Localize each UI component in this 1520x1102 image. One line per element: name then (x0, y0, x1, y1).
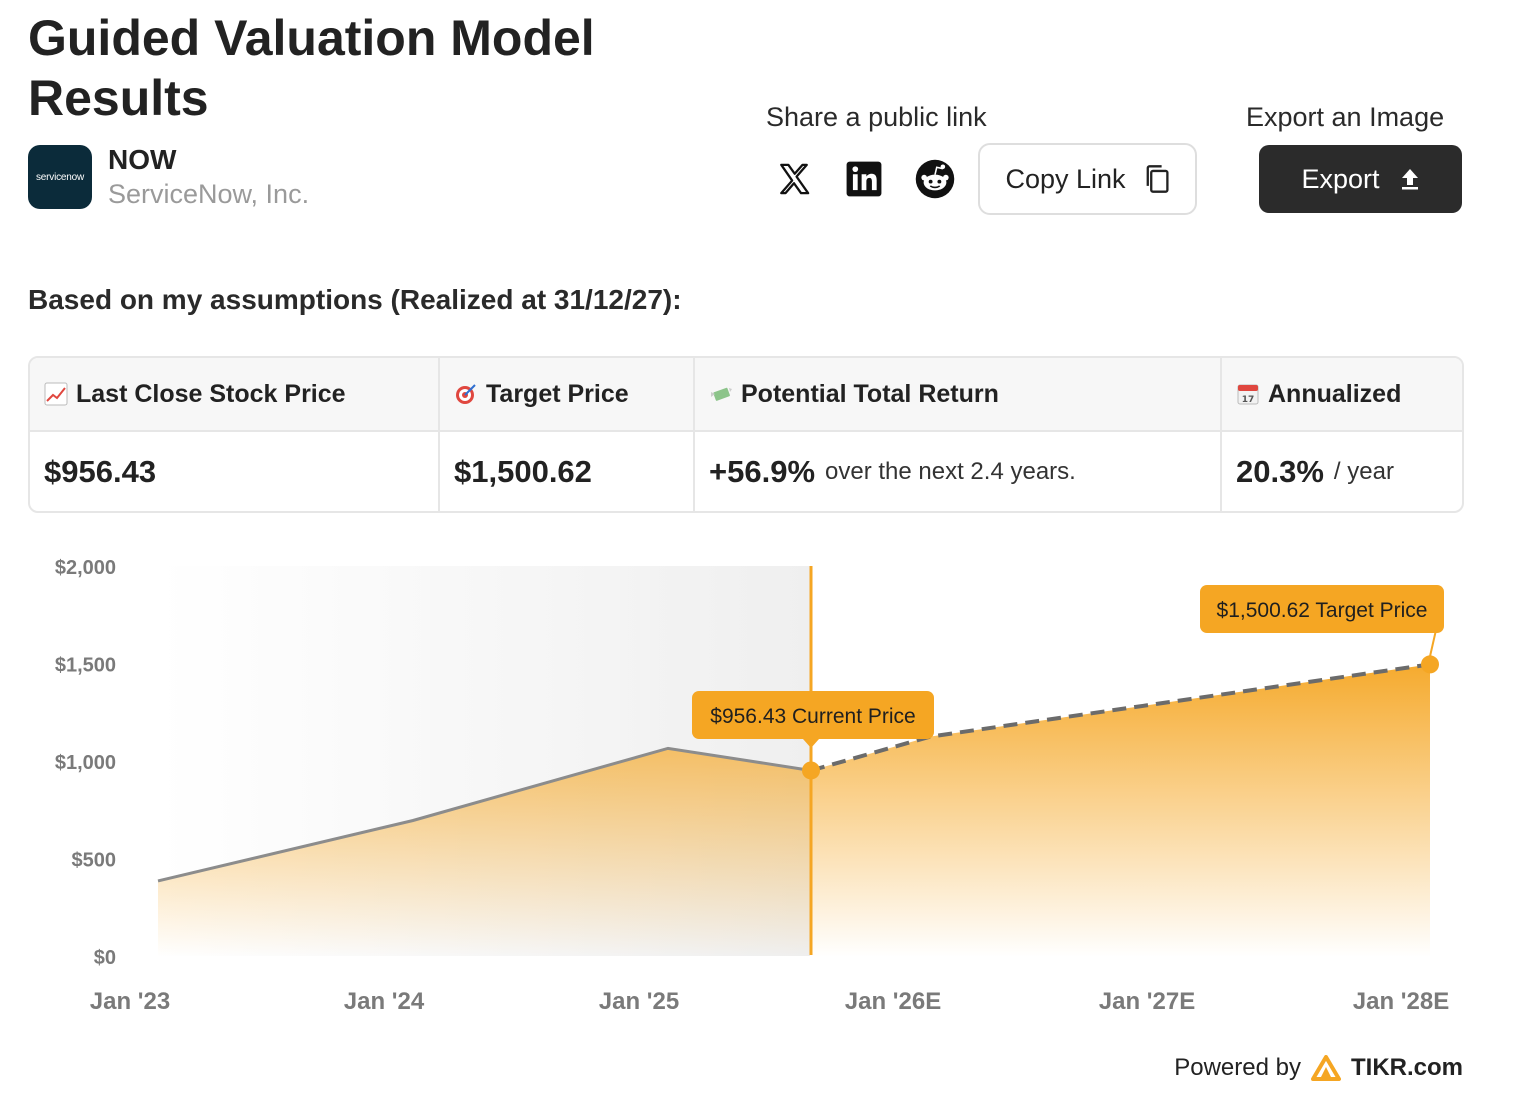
metric-value-last-close: $956.43 (30, 432, 440, 511)
target-price-label: $1,500.62 Target Price (1217, 599, 1428, 622)
x-tick-label: Jan '23 (90, 988, 170, 1015)
price-area (158, 664, 1430, 957)
y-tick-label: $0 (94, 947, 116, 969)
x-icon (780, 163, 810, 195)
current-price-point[interactable] (802, 761, 820, 780)
company-name: ServiceNow, Inc. (108, 179, 310, 209)
y-tick-label: $1,000 (55, 752, 116, 774)
assumptions-heading: Based on my assumptions (Realized at 31/… (28, 284, 682, 315)
powered-by-brand: TIKR.com (1350, 1054, 1463, 1081)
y-tick-label: $1,500 (55, 655, 116, 677)
reddit-share-button[interactable] (914, 158, 956, 200)
metric-header-last-close: Last Close Stock Price (30, 358, 440, 432)
metric-value-return: +56.9% over the next 2.4 years. (695, 432, 1222, 511)
powered-by-label: Powered by (1174, 1054, 1301, 1081)
upload-icon (1401, 169, 1418, 190)
copy-icon (1146, 165, 1169, 193)
company-logo-text: servicenow (35, 171, 85, 183)
x-tick-label: Jan '26E (845, 988, 941, 1015)
target-price-tooltip (1200, 585, 1444, 633)
y-tick-label: $500 (72, 850, 117, 872)
export-button[interactable]: Export (1259, 145, 1462, 213)
metric-header-return: Potential Total Return (695, 358, 1222, 432)
current-price-tooltip (692, 691, 934, 739)
share-label: Share a public link (766, 102, 987, 132)
current-price-label: $956.43 Current Price (710, 705, 915, 728)
page-title: Guided Valuation Model Results (28, 10, 595, 126)
x-tick-label: Jan '25 (599, 988, 679, 1015)
export-button-label: Export (1301, 163, 1380, 194)
metric-value-annualized: 20.3% / year (1236, 453, 1394, 489)
metric-suffix-annualized: / year (1333, 457, 1394, 485)
export-label: Export an Image (1246, 102, 1445, 132)
reddit-icon (915, 159, 955, 199)
linkedin-share-button[interactable] (843, 158, 885, 200)
money-wings-emoji-icon (711, 387, 732, 401)
copy-link-button[interactable]: Copy Link (978, 143, 1197, 215)
target-price-point[interactable] (1421, 655, 1439, 674)
chart-up-emoji-icon (44, 382, 68, 406)
price-chart: $0 $500 $1,000 $1,500 $2,000 Jan '23 Jan '24 Ja… (55, 557, 1449, 1015)
svg-text:17: 17 (1242, 395, 1255, 405)
metric-value-target: $1,500.62 (440, 432, 695, 511)
powered-by: Powered by TIKR.com (1174, 1054, 1463, 1082)
target-emoji-icon (456, 384, 476, 404)
metric-header-target: Target Price (440, 358, 695, 432)
calendar-emoji-icon: 17 (1237, 384, 1259, 405)
historical-line (157, 746, 812, 883)
ticker-symbol: NOW (108, 144, 177, 175)
metrics-table: Last Close Stock Price Target Price Pote… (28, 356, 1464, 513)
y-tick-label: $2,000 (55, 557, 116, 579)
x-tick-label: Jan '24 (344, 988, 425, 1015)
linkedin-icon (846, 161, 882, 197)
company-info: servicenow NOW ServiceNow, Inc. (28, 143, 309, 211)
x-tick-label: Jan '27E (1099, 988, 1195, 1015)
tikr-logo-icon (1310, 1055, 1341, 1081)
metric-header-annualized: 17 Annualized (1222, 358, 1462, 432)
company-logo: servicenow (28, 145, 92, 209)
x-share-button[interactable] (773, 158, 815, 200)
metric-suffix-return: over the next 2.4 years. (825, 457, 1076, 485)
x-tick-label: Jan '28E (1353, 988, 1449, 1015)
copy-link-label: Copy Link (1005, 163, 1126, 194)
